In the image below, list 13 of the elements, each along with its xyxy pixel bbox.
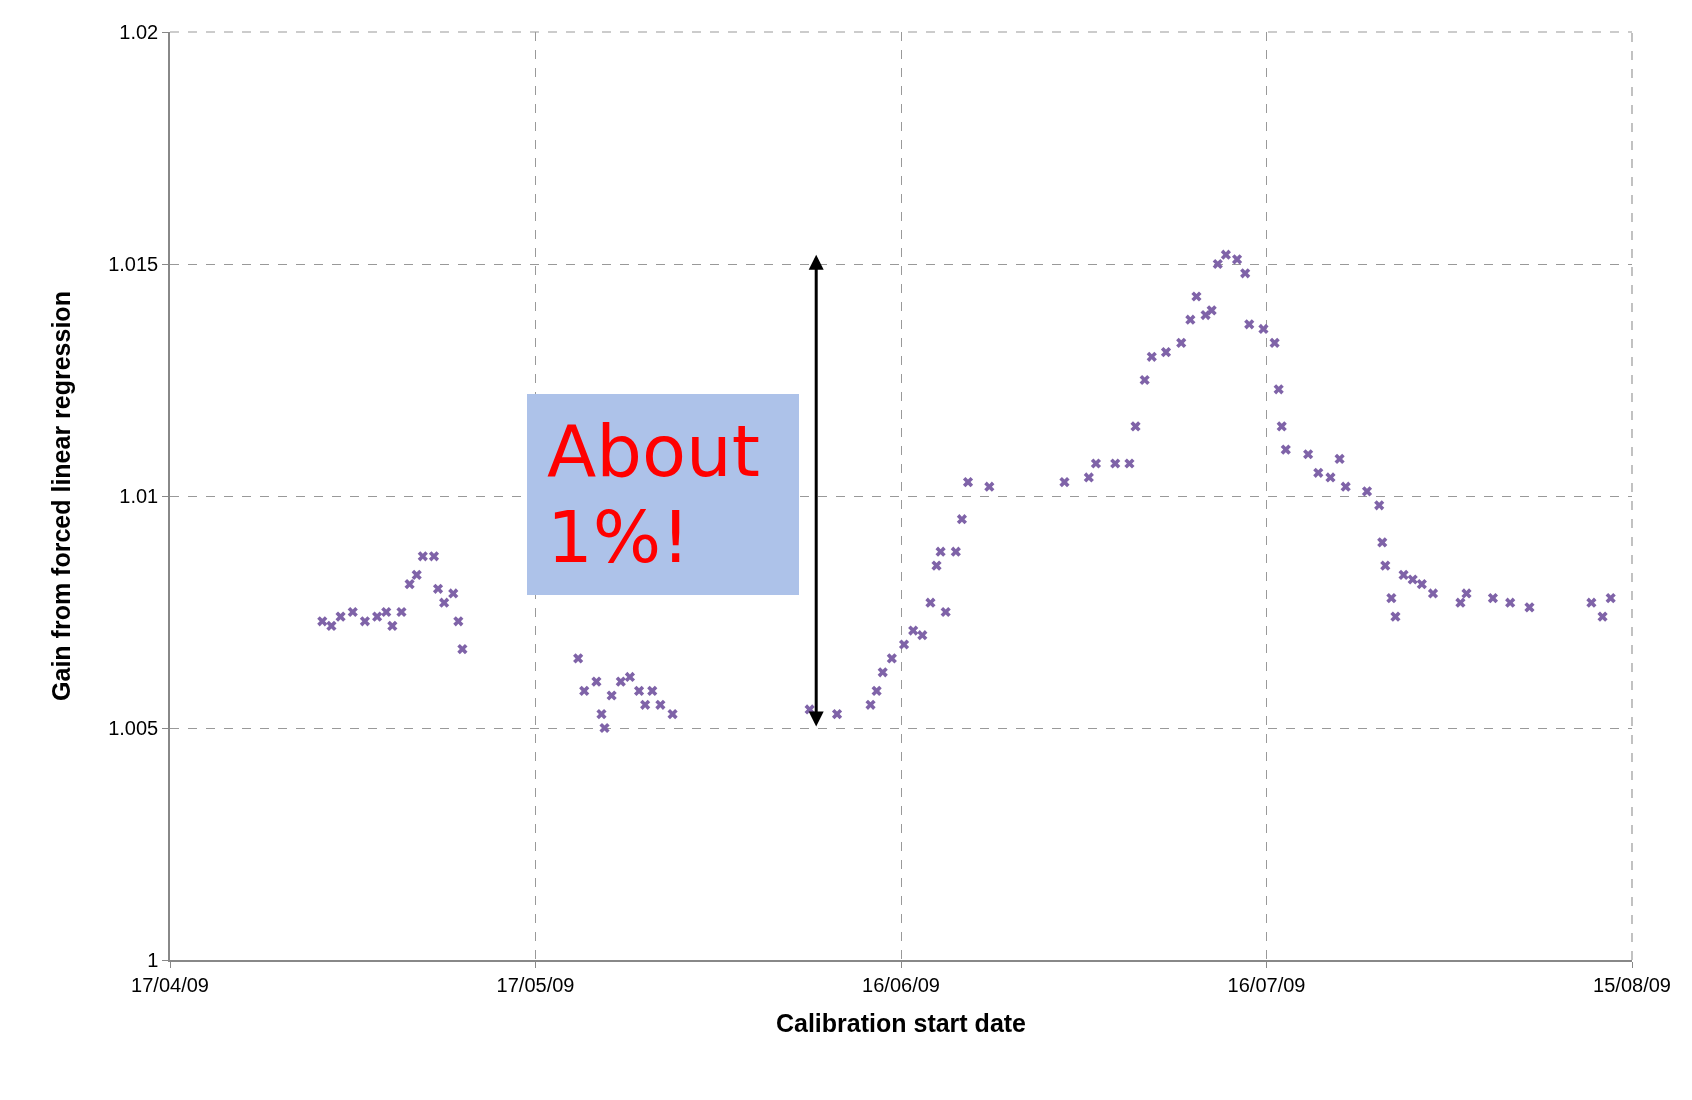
- y-tick-label: 1.015: [108, 253, 159, 275]
- y-tick-label: 1.01: [119, 485, 159, 507]
- y-tick-label: 1: [147, 949, 159, 971]
- x-tick-label: 16/07/09: [1227, 973, 1306, 996]
- x-tick-label: 15/08/09: [1593, 973, 1671, 996]
- y-axis-title: Gain from forced linear regression: [47, 291, 76, 701]
- annotation: About 1%!: [527, 394, 799, 595]
- x-tick-label: 16/06/09: [862, 973, 940, 996]
- x-tick-label: 17/04/09: [131, 973, 209, 996]
- x-tick-label: 17/05/09: [496, 973, 575, 996]
- y-tick-label: 1.005: [108, 717, 159, 739]
- x-axis-title: Calibration start date: [775, 1009, 1027, 1038]
- y-tick-label: 1.02: [119, 21, 159, 43]
